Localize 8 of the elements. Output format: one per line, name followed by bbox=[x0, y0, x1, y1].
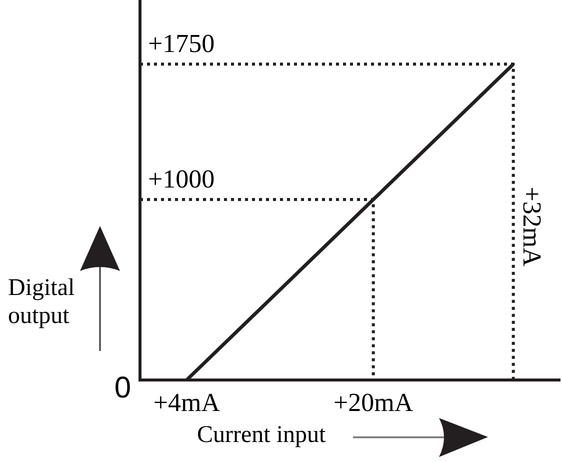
x-tick-label: +4mA bbox=[153, 388, 220, 417]
y-axis-title: Digital output bbox=[8, 274, 76, 330]
x-axis-title: Current input bbox=[197, 421, 326, 449]
y-tick-label: +1750 bbox=[148, 29, 215, 58]
text: 0 bbox=[114, 371, 131, 404]
y-tick-label: +1000 bbox=[148, 164, 215, 194]
annotation: +32mA bbox=[517, 186, 546, 267]
x-tick-label: +20mA bbox=[333, 388, 414, 417]
